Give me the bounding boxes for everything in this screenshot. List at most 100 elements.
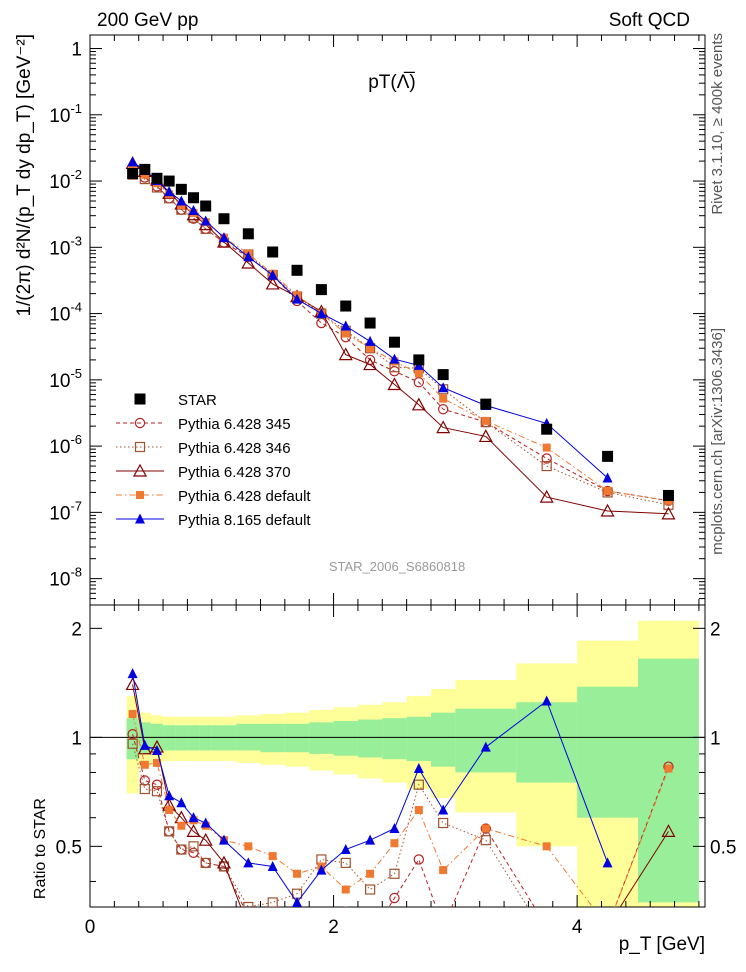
ratio-point — [128, 710, 137, 719]
ratio-y-tick-label: 0.5 — [56, 837, 82, 858]
ratio-point — [664, 922, 673, 931]
data-point — [316, 308, 327, 319]
data-point — [316, 317, 327, 329]
ratio-point — [438, 804, 449, 815]
ratio-point — [541, 695, 552, 706]
data-point — [437, 404, 449, 415]
ratio-point — [542, 933, 551, 942]
ratio-point — [438, 817, 449, 829]
ratio-point — [603, 922, 612, 931]
data-point — [188, 204, 199, 215]
ratio-point — [200, 817, 211, 828]
y-tick-label: 10-7 — [49, 498, 82, 524]
data-point — [389, 353, 400, 364]
ratio-y-tick-label: 2 — [71, 619, 82, 640]
x-tick-label: 0 — [85, 917, 96, 938]
legend-label: Pythia 8.165 default — [178, 512, 311, 529]
ratio-point — [389, 868, 400, 879]
data-point — [218, 213, 230, 225]
data-point — [163, 175, 175, 187]
ratio-point — [480, 741, 491, 752]
data-point — [539, 489, 554, 503]
data-point — [478, 429, 493, 443]
ratio-y-tick-label: 1 — [71, 728, 82, 749]
data-point — [662, 489, 674, 501]
ratio-point — [316, 864, 327, 875]
ratio-point — [661, 824, 676, 837]
data-point — [600, 503, 615, 517]
ratio-point — [188, 841, 199, 852]
analysis-label: STAR_2006_S6860818 — [329, 559, 465, 574]
ratio-point — [389, 892, 400, 904]
ratio-point — [127, 668, 138, 679]
ratio-point — [366, 869, 375, 878]
data-point — [364, 317, 376, 329]
ratio-point — [604, 923, 612, 931]
inner-band — [357, 719, 383, 758]
data-point — [541, 460, 552, 472]
ratio-point — [218, 834, 229, 845]
inner-band — [211, 725, 237, 751]
series-pythia-6-428-346 — [127, 169, 674, 510]
data-point — [267, 269, 278, 280]
data-point — [414, 369, 423, 378]
ratio-point — [198, 832, 213, 846]
legend-marker — [134, 441, 146, 453]
category-label: Soft QCD — [609, 10, 690, 31]
data-point — [292, 293, 303, 304]
ratio-point — [388, 921, 400, 932]
legend-entry: Pythia 6.428 default — [116, 488, 311, 505]
main-axis-ticks — [89, 35, 705, 606]
ratio-series-pythia-8-165-default — [127, 668, 613, 907]
inner-band — [516, 702, 578, 783]
rivet-version-label: Rivet 3.1.10, ≥ 400k events — [709, 33, 726, 215]
ratio-y-tick-label-right: 2 — [710, 619, 721, 640]
ratio-point — [389, 823, 400, 834]
y-tick-label: 10-4 — [49, 300, 82, 326]
ratio-point — [177, 821, 186, 830]
ratio-point — [242, 921, 254, 932]
ratio-point — [243, 901, 254, 907]
ratio-point — [414, 806, 423, 815]
legend-entry: Pythia 6.428 370 — [116, 463, 291, 481]
main-series-group — [125, 156, 676, 520]
legend-entry: STAR — [134, 392, 217, 409]
data-point — [340, 320, 351, 331]
inner-band — [382, 718, 407, 760]
mcplots-label: mcplots.cern.ch [arXiv:1306.3436] — [709, 328, 726, 555]
data-point — [413, 377, 425, 388]
ratio-point — [127, 738, 138, 749]
ratio-point — [140, 760, 149, 769]
ratio-point — [293, 869, 302, 878]
data-point — [480, 398, 492, 410]
ratio-point — [139, 739, 150, 750]
ratio-point — [480, 835, 491, 846]
data-point — [218, 232, 229, 243]
data-point — [291, 264, 303, 276]
ratio-point — [268, 852, 277, 861]
inner-band — [333, 720, 358, 756]
ratio-point — [139, 775, 151, 786]
ratio-series-pythia-6-428-346 — [127, 738, 673, 942]
ratio-point — [602, 921, 614, 932]
ratio-point — [151, 779, 163, 790]
ratio-line — [132, 743, 529, 907]
ratio-point — [125, 677, 140, 691]
ratio-point — [480, 921, 492, 932]
data-point — [127, 156, 138, 167]
ratio-point — [268, 933, 277, 942]
ratio-plot-frame — [89, 604, 706, 908]
ratio-point — [364, 884, 376, 895]
data-point — [387, 377, 402, 391]
legend-label: Pythia 6.428 default — [178, 488, 311, 505]
ratio-point — [292, 945, 301, 954]
ratio-point — [365, 933, 374, 942]
ratio-point — [244, 912, 253, 921]
data-point — [363, 357, 378, 371]
y-tick-label: 1 — [71, 40, 82, 61]
data-point — [602, 472, 613, 483]
inner-band — [284, 723, 310, 753]
data-point — [151, 172, 163, 184]
y-tick-label: 10-6 — [49, 432, 82, 458]
